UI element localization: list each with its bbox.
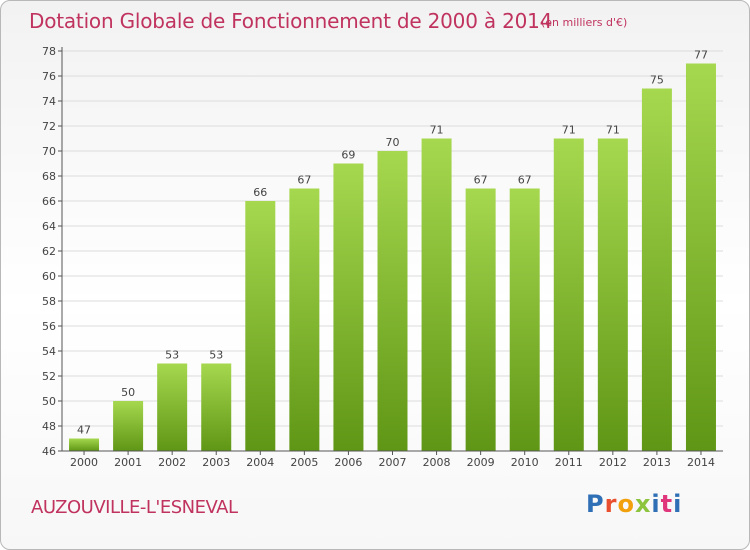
bar xyxy=(553,138,584,451)
x-tick-label: 2007 xyxy=(379,456,407,469)
x-tick-label: 2000 xyxy=(70,456,98,469)
brand-logo-letter: P xyxy=(586,490,605,518)
data-label: 67 xyxy=(297,174,311,187)
data-label: 71 xyxy=(562,124,576,137)
y-tick-label: 74 xyxy=(42,95,56,108)
bars xyxy=(69,63,716,451)
y-tick-label: 52 xyxy=(42,370,56,383)
data-label: 69 xyxy=(341,149,355,162)
y-tick-label: 50 xyxy=(42,395,56,408)
labels: 46 48 50 52 54 56 58 60 62 64 66 68 70 72 74 76 78 47 2000… xyxy=(42,45,715,469)
bar xyxy=(685,63,716,451)
x-tick-label: 2006 xyxy=(334,456,362,469)
y-tick-label: 60 xyxy=(42,270,56,283)
bar xyxy=(421,138,452,451)
data-label: 50 xyxy=(121,386,135,399)
brand-logo-letter: i xyxy=(673,490,683,518)
y-tick-label: 62 xyxy=(42,245,56,258)
y-tick-label: 54 xyxy=(42,345,56,358)
brand-logo-letter: x xyxy=(634,490,652,518)
bar xyxy=(245,201,276,451)
brand-logo: Proxiti xyxy=(586,490,682,518)
brand-logo-letter: o xyxy=(617,490,635,518)
x-tick-label: 2002 xyxy=(158,456,186,469)
y-tick-label: 56 xyxy=(42,320,56,333)
bar xyxy=(289,188,320,451)
y-tick-label: 78 xyxy=(42,45,56,58)
x-tick-label: 2001 xyxy=(114,456,142,469)
data-label: 71 xyxy=(430,124,444,137)
x-tick-label: 2014 xyxy=(687,456,715,469)
x-tick-label: 2008 xyxy=(423,456,451,469)
brand-logo-letter: t xyxy=(660,490,674,518)
commune-name: AUZOUVILLE-L'ESNEVAL xyxy=(31,497,238,518)
y-tick-label: 72 xyxy=(42,120,56,133)
bar xyxy=(597,138,628,451)
brand-logo-letter: r xyxy=(604,490,618,518)
bar xyxy=(69,438,100,451)
y-tick-label: 64 xyxy=(42,220,56,233)
chart-unit-note: (en milliers d'€) xyxy=(541,16,628,29)
x-tick-label: 2010 xyxy=(511,456,539,469)
data-label: 53 xyxy=(165,349,179,362)
chart-title: Dotation Globale de Fonctionnement de 20… xyxy=(29,9,553,33)
data-label: 70 xyxy=(386,136,400,149)
bar xyxy=(113,401,144,451)
x-tick-label: 2005 xyxy=(290,456,318,469)
data-label: 53 xyxy=(209,349,223,362)
x-tick-label: 2012 xyxy=(599,456,627,469)
x-tick-label: 2004 xyxy=(246,456,274,469)
data-label: 47 xyxy=(77,424,91,437)
bar xyxy=(509,188,540,451)
y-tick-label: 70 xyxy=(42,145,56,158)
brand-logo-letter: i xyxy=(651,490,661,518)
x-tick-label: 2003 xyxy=(202,456,230,469)
axes xyxy=(58,47,723,455)
bar xyxy=(157,363,188,451)
y-tick-label: 76 xyxy=(42,70,56,83)
x-tick-label: 2013 xyxy=(643,456,671,469)
data-label: 71 xyxy=(606,124,620,137)
y-tick-label: 66 xyxy=(42,195,56,208)
y-tick-label: 46 xyxy=(42,445,56,458)
data-label: 75 xyxy=(650,74,664,87)
x-tick-label: 2011 xyxy=(555,456,583,469)
y-tick-label: 58 xyxy=(42,295,56,308)
bar xyxy=(465,188,496,451)
x-tick-label: 2009 xyxy=(467,456,495,469)
bar xyxy=(641,88,672,451)
bar xyxy=(333,163,364,451)
bar xyxy=(201,363,232,451)
y-tick-label: 68 xyxy=(42,170,56,183)
bar xyxy=(377,151,408,451)
data-label: 77 xyxy=(694,49,708,62)
data-label: 67 xyxy=(518,174,532,187)
y-tick-label: 48 xyxy=(42,420,56,433)
data-label: 67 xyxy=(474,174,488,187)
data-label: 66 xyxy=(253,186,267,199)
